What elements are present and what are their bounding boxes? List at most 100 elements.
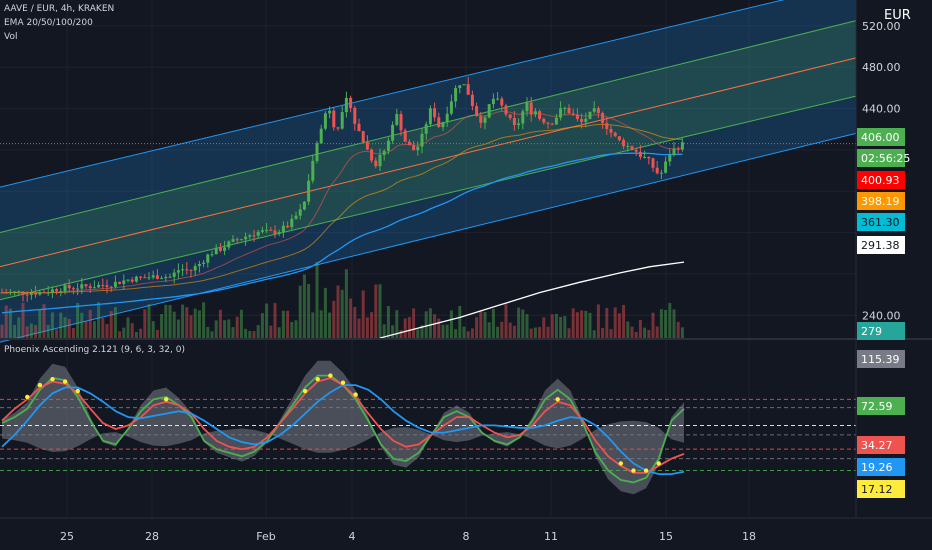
x-tick-label: Feb (256, 530, 275, 543)
candle-body (260, 230, 264, 232)
candle-body (353, 107, 357, 124)
candle-body (433, 108, 437, 118)
volume-bar (647, 329, 651, 338)
candle-body (29, 293, 33, 295)
candle-body (357, 123, 361, 132)
candle-body (664, 161, 668, 173)
candle-body (336, 127, 340, 129)
volume-bar (349, 298, 353, 338)
volume-bar (260, 313, 264, 338)
volume-bar (71, 328, 75, 338)
volume-bar (365, 317, 369, 338)
y-tick-label: 480.00 (862, 61, 901, 74)
candle-body (265, 229, 269, 231)
volume-bar (8, 308, 12, 338)
volume-bar (130, 323, 134, 338)
candle-body (210, 254, 214, 256)
candle-body (294, 215, 298, 219)
candle-body (361, 131, 365, 143)
candle-body (659, 172, 663, 174)
volume-bar (538, 327, 542, 338)
candle-body (403, 130, 407, 142)
volume-bar (491, 308, 495, 338)
x-tick-label: 25 (60, 530, 74, 543)
candle-body (319, 128, 323, 144)
candle-body (584, 118, 588, 122)
volume-bar (134, 331, 138, 338)
volume-bar (29, 323, 33, 338)
volume-bar (269, 325, 273, 338)
volume-bar (596, 304, 600, 338)
volume-bar (311, 312, 315, 338)
volume-bar (42, 304, 46, 338)
volume-bar (50, 312, 54, 338)
volume-bar (336, 285, 340, 338)
volume-bar (374, 284, 378, 338)
candle-body (197, 263, 201, 267)
volume-bar (231, 327, 235, 338)
channel-inner-fill (0, 20, 856, 300)
volume-bar (80, 312, 84, 338)
volume-bar (487, 322, 491, 338)
candle-body (155, 275, 159, 279)
candle-body (630, 146, 634, 150)
candle-body (609, 129, 613, 133)
price-tag-ema50-bg (857, 192, 905, 210)
volume-bar (466, 331, 470, 338)
volume-bar (651, 312, 655, 338)
x-tick-label: 4 (349, 530, 356, 543)
volume-bar (508, 322, 512, 338)
candle-body (365, 142, 369, 150)
volume-bar (17, 317, 21, 338)
symbol-line: AAVE / EUR, 4h, KRAKEN (4, 4, 115, 14)
ema-line: EMA 20/50/100/200 (4, 18, 93, 28)
candle-body (206, 254, 210, 263)
volume-bar (63, 317, 67, 338)
volume-bar (239, 309, 243, 338)
volume-bar (88, 309, 92, 338)
candle-body (4, 292, 8, 294)
oscillator-dot (37, 382, 43, 388)
volume-bar (445, 324, 449, 338)
volume-bar (252, 331, 256, 338)
candle-body (382, 150, 386, 155)
volume-bar (168, 305, 172, 338)
volume-bar (328, 312, 332, 338)
osc-tag-red: 34.27 (861, 439, 893, 452)
candle-body (638, 151, 642, 157)
currency-label: EUR (884, 8, 911, 23)
candle-body (88, 286, 92, 289)
channel-mid-line (0, 57, 857, 268)
candle-body (647, 156, 651, 159)
volume-bar (391, 325, 395, 338)
volume-bar (655, 326, 659, 338)
oscillator-dot (302, 388, 308, 394)
volume-bar (441, 324, 445, 338)
volume-bar (470, 328, 474, 338)
volume-bar (458, 305, 462, 338)
candle-body (172, 272, 176, 277)
candle-body (668, 155, 672, 162)
candle-body (298, 209, 302, 216)
candle-body (340, 112, 344, 129)
candle-body (479, 116, 483, 123)
volume-bar (281, 310, 285, 338)
volume-bar (164, 304, 168, 338)
volume-bar (462, 326, 466, 338)
volume-bar (617, 313, 621, 338)
volume-bar (353, 306, 357, 338)
candle-body (151, 275, 155, 278)
osc-tag-yellow: 17.12 (861, 483, 893, 496)
candle-body (286, 225, 290, 228)
volume-bar (206, 326, 210, 338)
volume-bar (307, 284, 311, 338)
oscillator-pane (0, 360, 856, 495)
candle-body (563, 107, 567, 109)
ema-100-line (1, 152, 683, 314)
volume-bar (143, 309, 147, 338)
candle-body (181, 269, 185, 271)
oscillator-dot (618, 461, 624, 466)
candle-body (512, 117, 516, 126)
candle-body (626, 146, 630, 148)
